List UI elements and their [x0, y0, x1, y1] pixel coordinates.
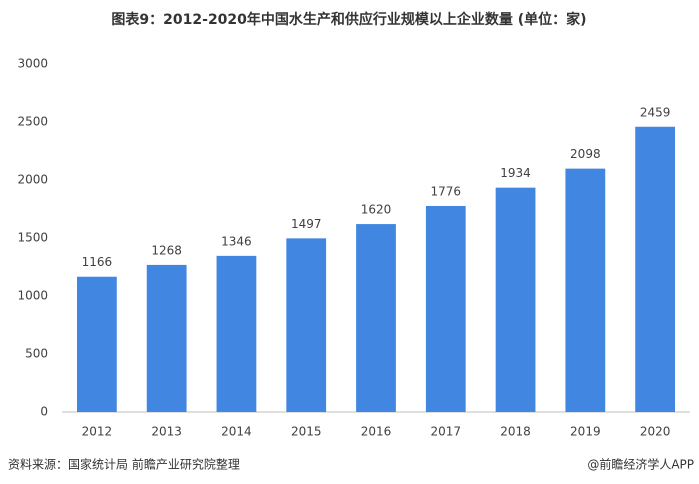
- y-tick-label: 2000: [17, 173, 48, 187]
- data-label: 1346: [221, 234, 252, 248]
- bar: [565, 168, 606, 412]
- y-tick-label: 1000: [17, 289, 48, 303]
- x-tick-label: 2019: [570, 425, 601, 439]
- bar: [77, 276, 117, 412]
- data-label: 2098: [570, 147, 601, 161]
- chart-title: 图表9：2012-2020年中国水生产和供应行业规模以上企业数量 (单位：家): [111, 11, 586, 28]
- data-label: 1776: [431, 184, 462, 198]
- data-label: 2459: [640, 105, 671, 119]
- x-tick-label: 2016: [361, 425, 392, 439]
- bar: [495, 187, 536, 412]
- bar: [286, 238, 327, 412]
- bar: [146, 264, 187, 412]
- y-tick-label: 500: [25, 347, 48, 361]
- y-tick-label: 0: [40, 405, 48, 419]
- x-tick-label: 2020: [640, 425, 671, 439]
- credit: @前瞻经济学人APP: [587, 457, 694, 472]
- x-tick-label: 2017: [431, 425, 462, 439]
- bar: [635, 126, 675, 413]
- x-tick-label: 2013: [151, 425, 182, 439]
- data-label: 1497: [291, 217, 322, 231]
- data-label: 1934: [500, 166, 531, 180]
- y-tick-label: 2500: [17, 115, 48, 129]
- source-note: 资料来源：国家统计局 前瞻产业研究院整理: [8, 457, 240, 472]
- data-label: 1268: [151, 243, 182, 257]
- x-tick-label: 2018: [500, 425, 531, 439]
- y-tick-label: 1500: [17, 231, 48, 245]
- y-tick-label: 3000: [17, 57, 48, 71]
- x-tick-label: 2012: [82, 425, 113, 439]
- x-tick-label: 2015: [291, 425, 322, 439]
- bar: [425, 205, 466, 412]
- data-label: 1620: [361, 203, 392, 217]
- bar: [356, 224, 396, 412]
- x-tick-label: 2014: [221, 425, 252, 439]
- bar: [216, 255, 257, 412]
- data-label: 1166: [82, 255, 113, 269]
